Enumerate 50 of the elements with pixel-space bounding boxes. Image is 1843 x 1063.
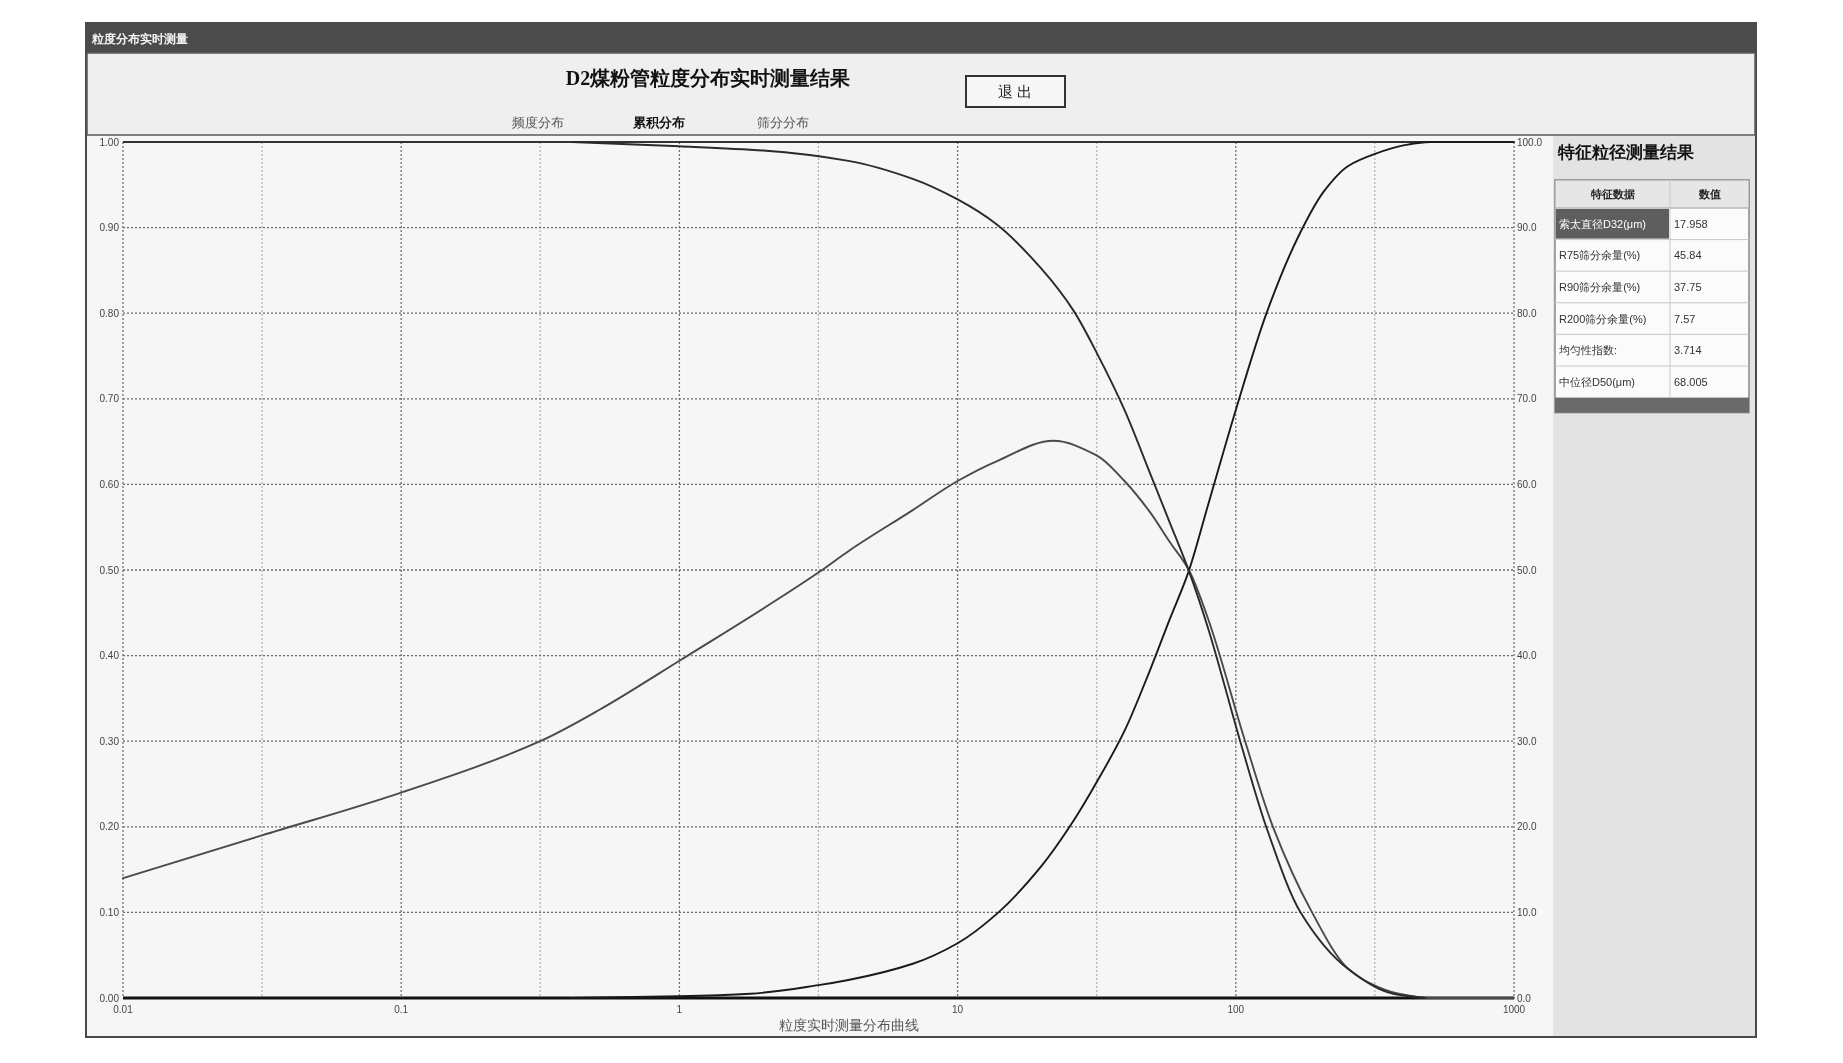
y2-tick-label: 50.0 (1517, 564, 1537, 576)
x-tick-label: 0.1 (394, 1004, 409, 1015)
y2-tick-label: 30.0 (1517, 735, 1537, 747)
y-tick-label: 0.80 (99, 307, 120, 319)
text: 68.005 (1674, 375, 1708, 388)
text: R90筛分余量(%) (1559, 281, 1641, 293)
text: R75筛分余量(%) (1559, 249, 1641, 262)
y-tick-label: 1.00 (99, 136, 120, 148)
text: 粒度分布实时测量 (91, 32, 188, 46)
y-tick-label: 0.20 (99, 821, 120, 833)
text: 37.75 (1674, 281, 1702, 293)
x-axis-title: 粒度实时测量分布曲线 (779, 1017, 919, 1033)
chart-title: D2煤粉管粒度分布实时测量结果 (565, 67, 852, 89)
y2-tick-label: 90.0 (1517, 222, 1537, 234)
y2-tick-label: 70.0 (1517, 393, 1537, 405)
text: 退 出 (997, 83, 1033, 100)
y-tick-label: 0.60 (99, 478, 120, 490)
y-tick-label: 0.70 (99, 393, 120, 405)
text: 45.84 (1674, 249, 1702, 262)
x-tick-label: 0.01 (113, 1004, 134, 1015)
y-tick-label: 0.50 (99, 564, 120, 576)
text: 特征粒径测量结果 (1557, 143, 1695, 162)
text: R200筛分余量(%) (1559, 312, 1647, 325)
x-tick-label: 100 (1227, 1004, 1245, 1015)
text: 累积分布 (632, 115, 685, 130)
y2-tick-label: 10.0 (1517, 906, 1537, 918)
y-tick-label: 0.00 (99, 992, 120, 1004)
y-tick-label: 0.90 (99, 222, 120, 234)
text: 频度分布 (512, 115, 564, 130)
y-tick-label: 0.40 (99, 650, 120, 662)
text: 数值 (1697, 188, 1721, 200)
x-tick-label: 10 (952, 1004, 964, 1015)
x-tick-label: 1000 (1502, 1004, 1526, 1015)
y2-tick-label: 60.0 (1517, 478, 1537, 490)
y-tick-label: 0.10 (99, 906, 120, 918)
y2-tick-label: 100.0 (1517, 136, 1543, 148)
text: 17.958 (1674, 217, 1708, 230)
text: 中位径D50(μm) (1559, 375, 1636, 388)
text: 3.714 (1674, 344, 1702, 357)
text: 均匀性指数: (1558, 344, 1618, 357)
y2-tick-label: 20.0 (1517, 821, 1537, 833)
text: 7.57 (1674, 312, 1696, 325)
y-tick-label: 0.30 (99, 735, 120, 747)
text: 特征数据 (1589, 188, 1635, 200)
y2-tick-label: 40.0 (1517, 650, 1537, 662)
text: 索太直径D32(μm) (1559, 217, 1647, 230)
y2-tick-label: 0.0 (1517, 992, 1532, 1004)
text: 筛分分布 (757, 115, 809, 130)
y2-tick-label: 80.0 (1517, 307, 1537, 319)
x-tick-label: 1 (676, 1004, 683, 1015)
